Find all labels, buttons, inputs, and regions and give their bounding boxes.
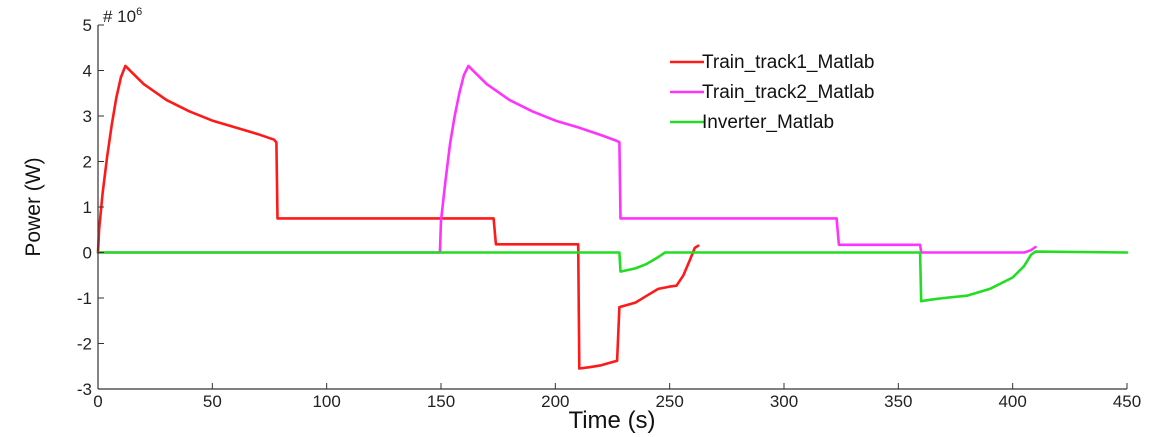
series-line-2 bbox=[96, 64, 1037, 254]
x-tick-label: 300 bbox=[770, 392, 798, 411]
x-tick-label: 50 bbox=[203, 392, 222, 411]
x-tick-label: 400 bbox=[998, 392, 1026, 411]
legend-label-2: Train_track2_Matlab bbox=[702, 82, 874, 103]
exponent-base: # 10 bbox=[103, 7, 136, 26]
x-tick-label: 450 bbox=[1113, 392, 1141, 411]
x-tick-label: 150 bbox=[427, 392, 455, 411]
x-axis-label: Time (s) bbox=[568, 407, 655, 434]
y-axis-label: Power (W) bbox=[22, 157, 45, 256]
x-tick-label: 100 bbox=[312, 392, 340, 411]
exponent-label: # 106 bbox=[103, 6, 142, 26]
series-line-3 bbox=[96, 250, 1129, 303]
legend-label-3: Inverter_Matlab bbox=[702, 112, 834, 133]
series-line-1 bbox=[96, 64, 700, 370]
y-tick-label: 3 bbox=[83, 107, 92, 126]
y-tick-label: 0 bbox=[83, 244, 92, 263]
ticks-group: 0 50 100 150 200 250 300 350 400 450 -3 -2 -1 0 1 2 3 4 5 bbox=[77, 16, 1141, 411]
legend: Train_track1_Matlab Train_track2_Matlab In… bbox=[670, 52, 874, 133]
y-tick-label: -3 bbox=[77, 380, 92, 399]
y-tick-label: 1 bbox=[83, 198, 92, 217]
series-group bbox=[96, 64, 1129, 370]
y-tick-label: -2 bbox=[77, 335, 92, 354]
exponent-power: 6 bbox=[136, 6, 142, 18]
y-tick-label: 4 bbox=[83, 62, 92, 81]
y-tick-label: 5 bbox=[83, 16, 92, 35]
legend-label-1: Train_track1_Matlab bbox=[702, 52, 874, 73]
x-tick-label: 200 bbox=[541, 392, 569, 411]
x-tick-label: 0 bbox=[93, 392, 102, 411]
y-tick-label: 2 bbox=[83, 153, 92, 172]
x-tick-label: 350 bbox=[884, 392, 912, 411]
y-tick-label: -1 bbox=[77, 289, 92, 308]
x-tick-label: 250 bbox=[655, 392, 683, 411]
